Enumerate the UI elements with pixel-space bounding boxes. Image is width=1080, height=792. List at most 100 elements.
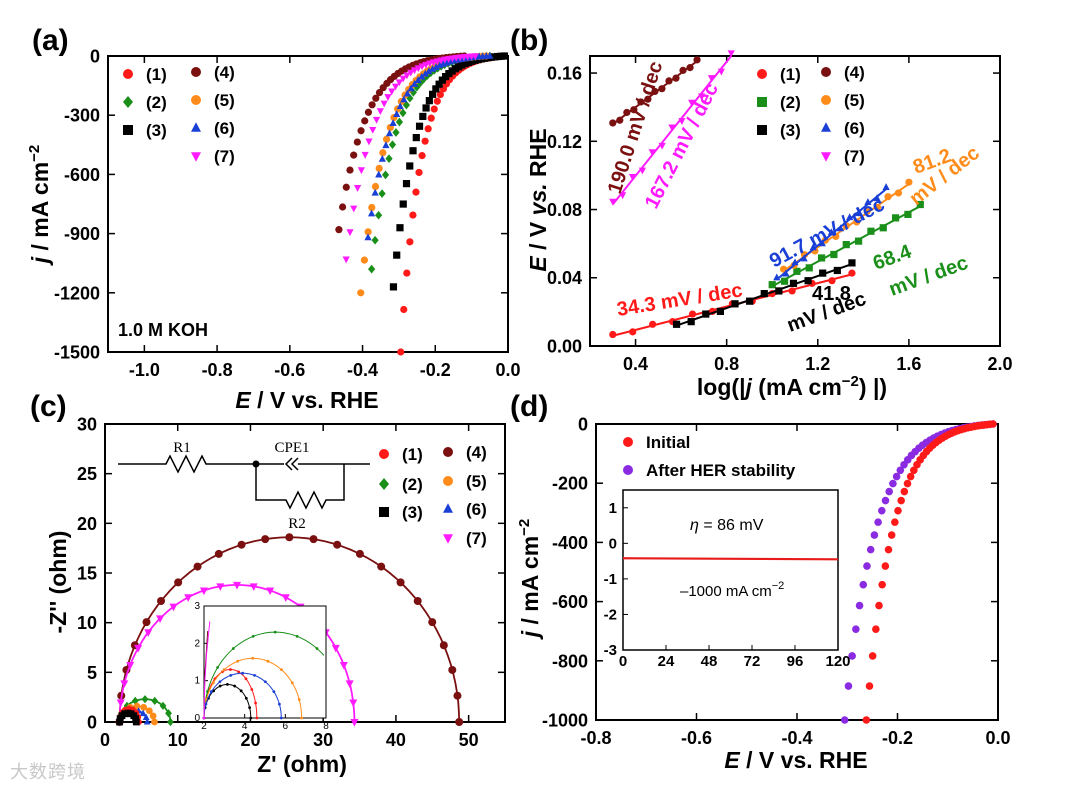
tafel-point-3 <box>833 266 841 275</box>
panel-a-legend-label: (2) <box>146 93 167 112</box>
nyquist-point-2 <box>141 695 149 704</box>
panel-c-y-axis-title: -Z'' (ohm) <box>45 531 71 634</box>
tafel-point-2 <box>854 237 863 245</box>
nyquist-point-5 <box>145 707 153 715</box>
nyquist-point-4 <box>428 618 437 627</box>
nyquist-point-7 <box>331 644 340 653</box>
inset-nyquist-point-2 <box>251 634 255 638</box>
panel-d-point-after-her-stability <box>896 466 905 475</box>
panel-a-point-3 <box>393 251 401 259</box>
panel-a-point-6 <box>367 209 376 217</box>
panel-d-y-tick-label: -200 <box>552 474 588 494</box>
inset-nyquist-point-6 <box>279 716 283 720</box>
inset-nyquist-point-1 <box>229 668 232 671</box>
panel-d-x-tick-label: -0.4 <box>781 728 812 748</box>
panel-b-legend-marker <box>821 122 831 132</box>
tafel-point-7 <box>648 149 656 157</box>
inset-nyquist-point-5 <box>236 659 240 663</box>
panel-a-frame <box>107 55 509 353</box>
panel-d-inset-x-tick-label: 0 <box>619 653 627 670</box>
panel-d-inset-overpotential: η = 86 mV <box>690 517 764 534</box>
tafel-point-6 <box>846 213 854 221</box>
tafel-point-3 <box>760 289 768 298</box>
tafel-point-1 <box>788 287 796 295</box>
panel-d-inset-y-tick-label: 0 <box>609 535 617 552</box>
panel-a-point-1 <box>397 348 405 356</box>
panel-a-point-3 <box>412 133 420 142</box>
inset-nyquist-point-5 <box>222 668 226 672</box>
panel-d-legend-label: Initial <box>646 433 690 452</box>
panel-d-y-ticks: 0-200-400-600-800-1000 <box>542 414 998 730</box>
panel-a-point-7 <box>380 100 388 108</box>
tafel-point-7 <box>619 192 627 200</box>
panel-b-x-ticks: 0.4 0.8 1.2 1.6 2.0 <box>623 56 1013 374</box>
tafel-point-5 <box>863 207 871 215</box>
tafel-point-7 <box>658 142 666 150</box>
panel-a-x-tick-label: -0.2 <box>420 360 451 380</box>
panel-a-point-1 <box>433 97 441 105</box>
panel-d-point-initial <box>872 625 880 634</box>
panel-a-point-1 <box>409 211 417 219</box>
tafel-point-3 <box>716 307 725 316</box>
panel-a-point-6 <box>425 67 433 75</box>
panel-a-point-7 <box>350 205 358 213</box>
panel-d-point-initial <box>891 518 899 526</box>
inset-nyquist-point-5 <box>297 698 301 701</box>
nyquist-point-4 <box>396 578 405 587</box>
panel-a-point-2 <box>399 108 407 118</box>
inset-nyquist-point-6 <box>272 690 276 694</box>
inset-nyquist-point-1 <box>254 701 257 705</box>
panel-a-x-tick-label: -0.4 <box>347 360 378 380</box>
panel-d-point-initial <box>900 487 909 496</box>
panel-d-point-after-her-stability <box>870 531 879 539</box>
panel-a-point-5 <box>382 135 391 143</box>
panel-a-point-7 <box>410 67 419 75</box>
panel-a-point-2 <box>371 235 379 245</box>
panel-a-point-7 <box>372 116 381 124</box>
panel-a-point-7 <box>365 138 373 146</box>
panel-d-point-after-her-stability <box>866 545 875 554</box>
panel-d-y-axis-title: j / mA cm−2 <box>516 519 543 641</box>
panel-d-inset-x-tick-label: 96 <box>787 653 804 670</box>
tafel-label-2-value: 68.4 <box>870 240 915 274</box>
nyquist-point-4 <box>377 562 386 571</box>
tafel-point-3 <box>819 269 827 277</box>
tafel-point-7 <box>698 93 706 101</box>
panel-b-legend-marker <box>757 125 767 135</box>
panel-a-point-6 <box>421 69 429 77</box>
panel-a-point-4 <box>375 89 384 97</box>
panel-a-point-2 <box>385 154 393 163</box>
inset-nyquist-point-3 <box>248 706 252 710</box>
nyquist-point-3 <box>132 718 140 726</box>
panel-a-electrolyte-label: 1.0 M KOH <box>118 320 208 340</box>
inset-nyquist-point-6 <box>263 680 267 684</box>
panel-a-point-7 <box>399 75 407 83</box>
nyquist-point-2 <box>151 696 159 705</box>
panel-c-series <box>115 533 464 727</box>
panel-a-point-1 <box>430 105 438 113</box>
inset-nyquist-point-1 <box>250 688 254 691</box>
tafel-point-7 <box>668 124 676 132</box>
panel-a-point-1 <box>436 90 444 99</box>
panel-d-x-tick-label: -0.6 <box>681 728 712 748</box>
inset-nyquist-point-2 <box>295 634 299 638</box>
panel-a-legend-label: (1) <box>146 65 167 84</box>
panel-a-point-5 <box>368 203 376 212</box>
panel-b-y-tick-label: 0.08 <box>547 200 582 220</box>
nyquist-point-4 <box>309 535 318 544</box>
tafel-point-1 <box>649 320 657 328</box>
panel-a-point-3 <box>396 224 404 232</box>
panel-a-point-4 <box>379 84 387 92</box>
panel-d-point-initial <box>894 506 902 515</box>
nyquist-point-2 <box>123 701 131 710</box>
tafel-point-4 <box>630 106 638 114</box>
tafel-point-6 <box>827 228 836 236</box>
panel-a-y-tick-label: -300 <box>64 106 100 126</box>
panel-a-legend-marker <box>123 69 133 79</box>
panel-d-inset-y-tick-label: -1 <box>604 571 617 588</box>
panel-c-x-tick-label: 20 <box>240 730 260 750</box>
panel-a-point-3 <box>399 200 407 208</box>
panel-a-series <box>335 51 508 356</box>
panel-d-point-initial <box>913 460 921 469</box>
panel-a-label: (a) <box>32 24 69 57</box>
